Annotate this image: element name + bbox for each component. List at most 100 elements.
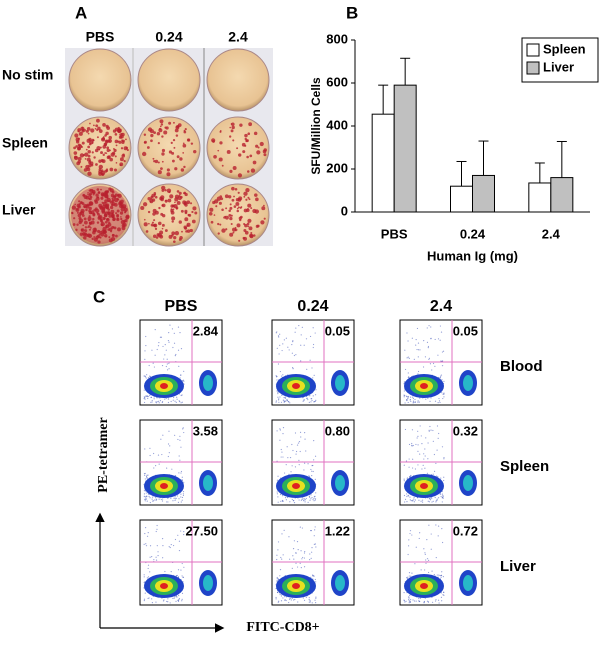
event: [151, 399, 153, 402]
spot: [80, 201, 83, 204]
spot: [119, 157, 124, 162]
event: [410, 400, 412, 403]
event: [160, 438, 162, 440]
event: [157, 551, 159, 553]
spot: [242, 150, 246, 154]
column-header: 2.4: [228, 29, 248, 45]
event: [412, 402, 414, 404]
event: [432, 473, 434, 475]
spot: [78, 218, 84, 223]
event: [144, 472, 146, 475]
event: [424, 553, 426, 555]
event: [281, 375, 283, 377]
event: [174, 474, 177, 477]
event: [313, 535, 315, 537]
spot: [235, 202, 240, 206]
event: [182, 491, 185, 493]
event: [439, 339, 441, 341]
spot: [77, 205, 81, 209]
event: [277, 393, 279, 395]
event: [158, 400, 160, 402]
spot: [245, 188, 250, 193]
spot: [225, 207, 228, 210]
event: [302, 556, 304, 559]
event: [178, 540, 181, 542]
event: [282, 374, 284, 376]
event: [309, 335, 312, 338]
event: [144, 350, 146, 352]
event: [410, 396, 412, 398]
event: [309, 553, 311, 555]
event: [144, 448, 146, 450]
spot: [148, 222, 150, 225]
spot: [158, 206, 161, 210]
spot: [238, 153, 242, 157]
event: [278, 600, 280, 602]
spot: [140, 205, 145, 211]
spot: [161, 135, 164, 138]
spot: [230, 129, 234, 133]
spot: [255, 144, 259, 148]
event: [159, 336, 162, 338]
event: [311, 367, 313, 369]
event: [154, 329, 156, 331]
spot: [183, 203, 186, 206]
spot: [253, 131, 258, 136]
event: [441, 541, 444, 544]
event: [309, 395, 311, 397]
spot: [118, 140, 122, 144]
event: [144, 478, 146, 480]
spot: [157, 161, 160, 164]
spot: [108, 200, 110, 202]
event: [437, 402, 439, 404]
spot: [104, 152, 107, 154]
event: [175, 353, 177, 356]
event: [181, 476, 183, 478]
column-header: 2.4: [430, 298, 452, 315]
spot: [177, 195, 182, 201]
event: [277, 396, 279, 398]
spot: [253, 234, 256, 237]
event: [162, 345, 164, 348]
event: [304, 432, 306, 434]
spot: [247, 218, 252, 223]
spot: [237, 173, 243, 178]
spot: [78, 131, 83, 136]
spot: [216, 196, 222, 201]
event: [406, 495, 408, 498]
event: [177, 349, 180, 351]
spot: [76, 211, 79, 214]
population: [203, 475, 213, 491]
spot: [161, 203, 166, 208]
event: [415, 344, 417, 346]
spot: [73, 155, 78, 159]
event: [431, 570, 433, 572]
spot: [174, 231, 180, 236]
spot: [174, 167, 178, 171]
spot: [170, 141, 173, 145]
spot: [161, 185, 166, 191]
event: [310, 398, 312, 400]
spot: [102, 123, 106, 127]
event: [284, 396, 286, 398]
event: [305, 497, 307, 500]
event: [429, 425, 431, 428]
event: [407, 494, 409, 496]
spot: [171, 220, 174, 223]
event: [291, 597, 293, 600]
event: [315, 602, 317, 604]
spot: [110, 193, 115, 198]
spot: [159, 196, 163, 201]
event: [169, 324, 171, 326]
spot: [88, 206, 92, 211]
event: [406, 501, 408, 503]
event: [288, 401, 290, 403]
event: [310, 494, 312, 496]
event: [294, 432, 297, 434]
event: [162, 557, 164, 559]
event: [177, 599, 179, 602]
event: [293, 599, 295, 601]
spot: [93, 237, 98, 242]
event: [301, 498, 303, 500]
row-label: Blood: [500, 358, 543, 375]
